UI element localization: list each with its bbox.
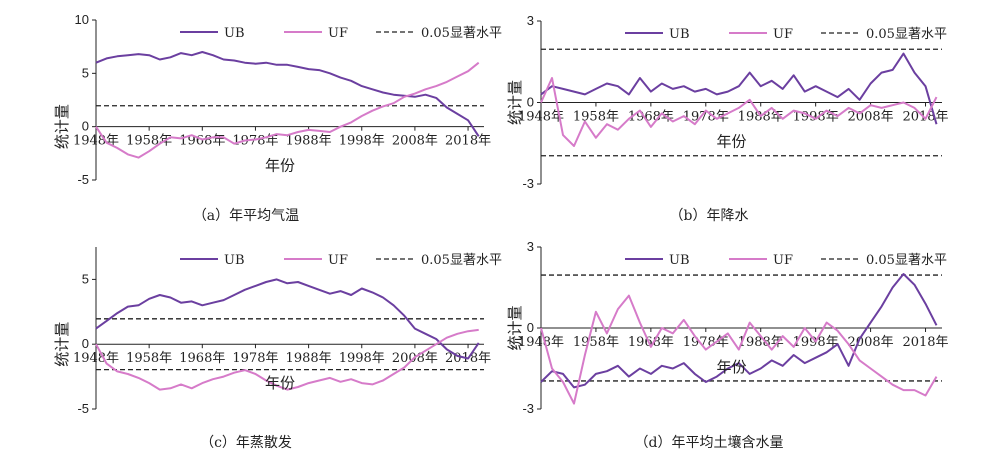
series-line-uf: [540, 77, 938, 147]
y-tick-label: 0: [527, 320, 534, 335]
y-axis-label: 统计量: [53, 104, 71, 149]
x-tick-label: 2008年: [392, 134, 438, 149]
x-axis-label: 年份: [265, 374, 295, 392]
x-tick-label: 1948年: [73, 134, 119, 149]
legend-label-ub: UB: [224, 253, 245, 268]
chart-caption: （c）年蒸散发: [200, 435, 292, 451]
y-tick-label: 0: [527, 95, 534, 110]
y-tick-label: -3: [522, 176, 534, 191]
y-tick-label: 3: [527, 239, 534, 254]
x-tick-label: 1948年: [518, 335, 564, 350]
y-tick-label: 5: [82, 271, 89, 286]
series-line-uf: [95, 61, 480, 159]
x-axis-label: 年份: [716, 133, 746, 151]
legend-label-ub: UB: [669, 27, 690, 42]
legend-label-ub: UB: [224, 26, 245, 41]
x-tick-label: 1948年: [518, 110, 564, 125]
y-tick-label: 0: [82, 119, 89, 134]
series-line-ub: [95, 278, 480, 360]
x-tick-label: 1998年: [793, 335, 839, 350]
x-tick-label: 1978年: [232, 351, 278, 366]
chart-caption: （d）年平均土壤含水量: [635, 434, 784, 451]
series-line-ub: [95, 51, 480, 137]
y-tick-label: -3: [522, 401, 534, 416]
y-tick-label: -5: [77, 401, 89, 416]
x-tick-label: 1998年: [339, 351, 385, 366]
y-tick-label: 10: [75, 12, 89, 27]
legend-label-uf: UF: [773, 253, 793, 268]
legend-label-uf: UF: [773, 27, 793, 42]
legend-label-threshold: 0.05显著水平: [421, 253, 502, 268]
y-axis-label: 统计量: [53, 322, 71, 367]
legend-label-ub: UB: [669, 253, 690, 268]
legend-label-threshold: 0.05显著水平: [866, 27, 947, 42]
x-axis-label: 年份: [265, 157, 295, 175]
x-tick-label: 1978年: [683, 335, 729, 350]
y-tick-label: 5: [82, 65, 89, 80]
legend-label-uf: UF: [328, 253, 348, 268]
x-tick-label: 2018年: [445, 134, 491, 149]
y-axis-label: 统计量: [506, 80, 524, 125]
chart-caption: （b）年降水: [670, 208, 749, 224]
x-tick-label: 1988年: [286, 134, 332, 149]
x-tick-label: 1988年: [286, 351, 332, 366]
x-tick-label: 1958年: [126, 134, 172, 149]
legend-label-threshold: 0.05显著水平: [866, 253, 947, 268]
x-tick-label: 1958年: [573, 110, 619, 125]
chart-caption: （a）年平均气温: [193, 208, 299, 224]
series-line-ub: [540, 52, 938, 125]
x-tick-label: 1968年: [628, 335, 674, 350]
series-line-uf: [95, 328, 479, 391]
legend-label-uf: UF: [328, 26, 348, 41]
chart-d: -3 0 3 1948年 1958年 1968年 1978年 1988年 1998年 2008年 2…: [506, 239, 949, 451]
x-tick-label: 2008年: [392, 351, 438, 366]
x-tick-label: 1958年: [126, 351, 172, 366]
x-tick-label: 2008年: [848, 335, 894, 350]
x-tick-label: 1968年: [179, 351, 225, 366]
x-tick-label: 1978年: [683, 110, 729, 125]
series-line-ub: [540, 273, 938, 389]
y-tick-label: 0: [82, 336, 89, 351]
y-tick-label: 3: [527, 13, 534, 28]
x-tick-label: 2018年: [902, 335, 948, 350]
x-tick-label: 1998年: [339, 134, 385, 149]
x-tick-label: 1958年: [573, 335, 619, 350]
x-tick-label: 1988年: [738, 335, 784, 350]
x-axis-label: 年份: [716, 358, 746, 376]
legend-label-threshold: 0.05显著水平: [421, 26, 502, 41]
y-axis-label: 统计量: [506, 305, 524, 350]
x-tick-label: 1948年: [73, 351, 119, 366]
series-line-uf: [540, 294, 938, 405]
y-tick-label: -5: [77, 172, 89, 187]
